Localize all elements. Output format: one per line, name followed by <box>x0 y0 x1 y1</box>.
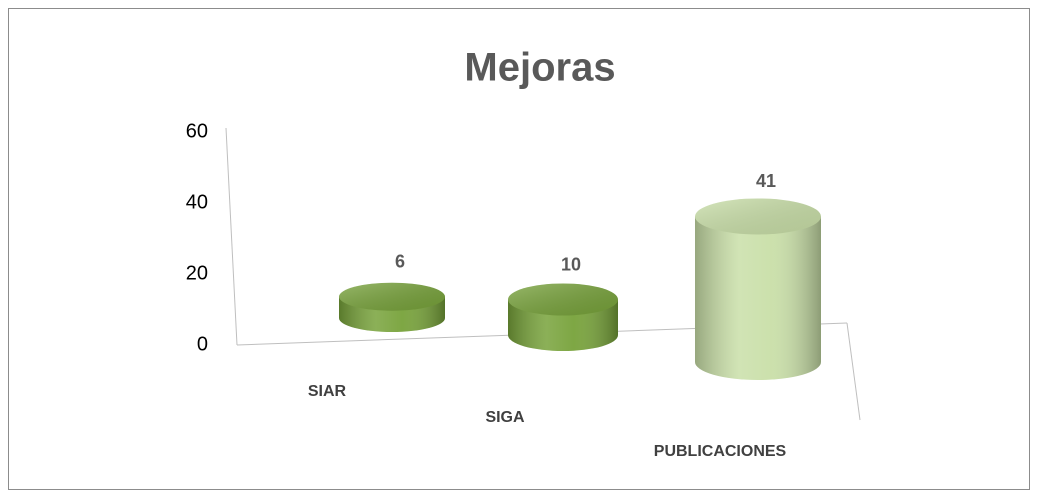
cylinder-top-shade <box>695 198 821 235</box>
cylinder-top-shade <box>508 283 618 316</box>
chart-border <box>8 8 1030 490</box>
x-tick-label: SIAR <box>308 383 347 400</box>
x-tick-label: SIGA <box>485 409 525 426</box>
value-label: 6 <box>395 251 405 271</box>
value-label: 10 <box>561 254 581 274</box>
cylinder-shade <box>695 216 821 380</box>
cylinder-top-shade <box>339 282 445 311</box>
y-tick-label: 0 <box>197 333 208 355</box>
value-label: 41 <box>756 171 776 191</box>
chart-title: Mejoras <box>464 46 615 90</box>
y-tick-label: 40 <box>186 191 208 213</box>
y-tick-label: 20 <box>186 262 208 284</box>
y-tick-label: 60 <box>186 120 208 142</box>
x-tick-label: PUBLICACIONES <box>654 443 787 460</box>
